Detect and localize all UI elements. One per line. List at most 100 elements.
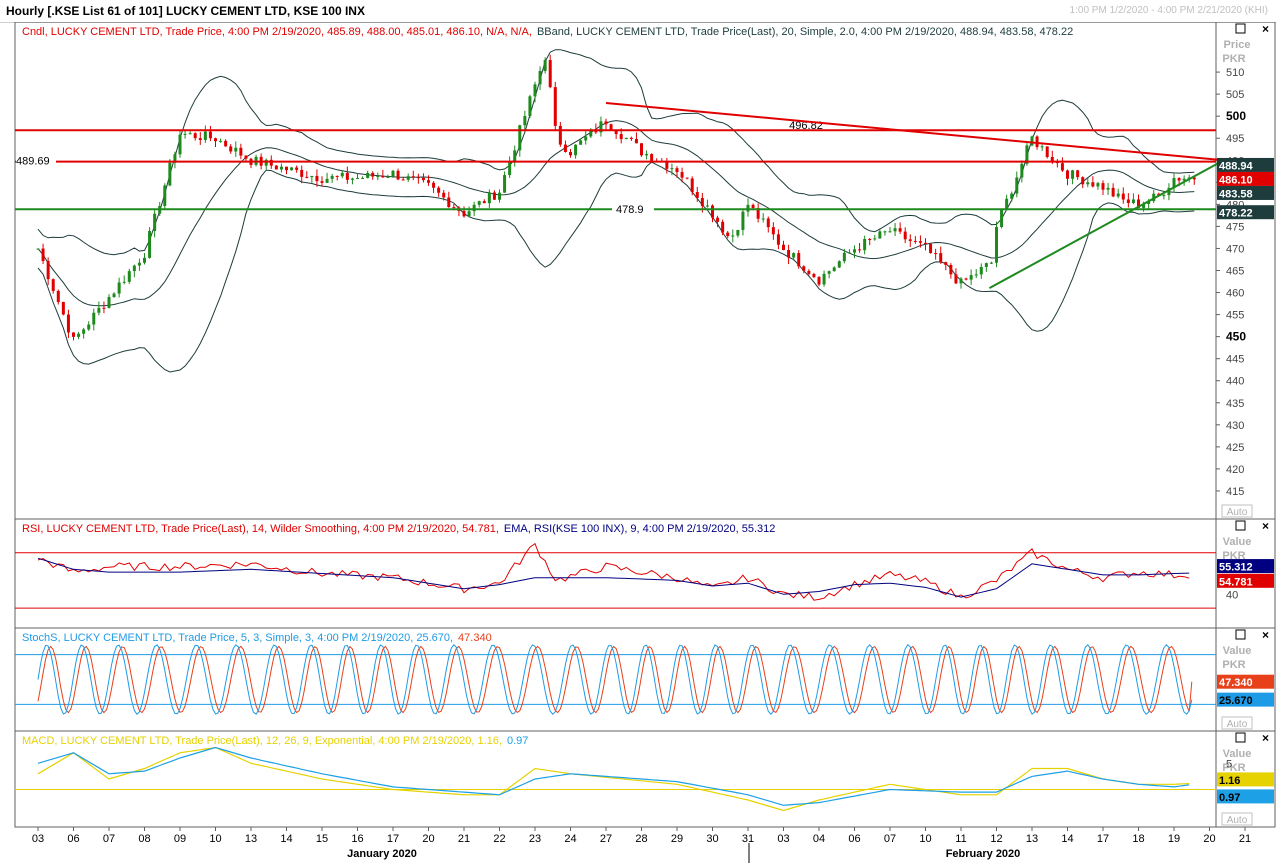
candle-body	[776, 234, 780, 245]
level-label-bg	[16, 152, 56, 166]
y-tick-label: 495	[1226, 133, 1244, 145]
candle-body	[432, 182, 436, 188]
close-pane-icon[interactable]: ×	[1262, 731, 1269, 745]
candle-body	[198, 138, 202, 140]
candle-body	[482, 201, 486, 204]
rsi-value-label-text: 54.781	[1219, 576, 1253, 588]
candle-body	[1086, 182, 1090, 185]
y-tick-label: 415	[1226, 486, 1244, 498]
auto-scale-button[interactable]	[1221, 504, 1253, 518]
candle-body	[1015, 177, 1019, 194]
stoch-k-value-label	[1217, 692, 1274, 707]
window-title: Hourly [.KSE List 61 of 101] LUCKY CEMEN…	[6, 4, 365, 18]
legend-text: Cndl, LUCKY CEMENT LTD, Trade Price, 4:0…	[22, 26, 532, 38]
x-tick-label: 08	[138, 833, 150, 845]
close-pane-icon[interactable]: ×	[1262, 22, 1269, 36]
x-tick-label: 19	[1168, 833, 1180, 845]
candle-body	[1010, 193, 1014, 199]
candle-body	[234, 147, 238, 152]
close-pane-icon[interactable]: ×	[1262, 628, 1269, 642]
auto-scale-button[interactable]	[1221, 716, 1253, 730]
candle-body	[761, 218, 765, 220]
candle-body	[574, 144, 578, 156]
candle-body	[371, 172, 375, 177]
candle-body	[1137, 199, 1140, 208]
candle-body	[863, 239, 867, 251]
candle-body	[670, 168, 674, 170]
candle-body	[361, 177, 365, 179]
candle-body	[1040, 146, 1044, 148]
candle-body	[853, 249, 856, 253]
candle-body	[143, 257, 146, 263]
x-tick-label: 12	[990, 833, 1002, 845]
candle-body	[208, 131, 212, 139]
y-tick-label: 425	[1226, 442, 1244, 454]
candle-body	[1157, 193, 1161, 196]
candle-body	[645, 154, 649, 156]
legend-text: BBand, LUCKY CEMENT LTD, Trade Price(Las…	[537, 26, 1073, 38]
candle-body	[51, 279, 55, 291]
candle-body	[421, 177, 425, 181]
bollinger-upper-band	[37, 49, 1195, 256]
axis-unit-label: Price	[1224, 39, 1251, 51]
restore-pane-icon[interactable]	[1235, 629, 1246, 640]
candle-body	[1020, 163, 1024, 178]
x-tick-label: 06	[848, 833, 860, 845]
candle-body	[873, 238, 877, 240]
restore-pane-icon[interactable]	[1235, 23, 1246, 34]
candle-body	[1050, 156, 1054, 162]
x-tick-label: 22	[493, 833, 505, 845]
candle-body	[61, 301, 65, 315]
candle-body	[827, 271, 831, 274]
candle-body	[609, 124, 613, 131]
candle-body	[132, 265, 136, 272]
candle-body	[1096, 183, 1100, 187]
candle-body	[513, 150, 517, 162]
y-tick-label: 460	[1226, 288, 1244, 300]
candle-body	[918, 241, 922, 243]
candle-body	[553, 87, 557, 126]
x-tick-label: 15	[316, 833, 328, 845]
candle-body	[442, 192, 446, 198]
candle-body	[837, 261, 841, 268]
candle-body	[310, 175, 314, 178]
candle-body	[1126, 199, 1130, 203]
candle-body	[462, 210, 466, 217]
chart-area[interactable]: × × × × Cndl, LUCKY CEMENT LTD, Trade Price,…	[0, 22, 1276, 863]
candle-body	[771, 227, 775, 235]
candle-body	[929, 243, 933, 253]
macd-line	[37, 746, 1190, 812]
candle-body	[239, 147, 243, 156]
candle-body	[305, 176, 309, 178]
axis-unit-label: PKR	[1222, 550, 1245, 562]
macd-signal-line	[37, 746, 1190, 806]
x-tick-label: 20	[422, 833, 434, 845]
candle-body	[137, 262, 141, 266]
candle-body	[731, 235, 735, 237]
candle-body	[1081, 177, 1085, 185]
candle-body	[741, 211, 745, 230]
month-label: February 2020	[946, 848, 1021, 860]
restore-pane-icon[interactable]	[1235, 732, 1246, 743]
candle-body	[274, 165, 278, 170]
restore-pane-icon[interactable]	[1235, 520, 1246, 531]
candle-body	[898, 228, 902, 232]
bb-middle-price-label	[1217, 185, 1274, 200]
candle-body	[949, 264, 953, 275]
auto-scale-label: Auto	[1227, 815, 1248, 826]
close-pane-icon[interactable]: ×	[1262, 519, 1269, 533]
candle-body	[401, 179, 405, 181]
candle-body	[396, 170, 400, 180]
candle-body	[315, 175, 319, 182]
y-tick-label: 510	[1226, 67, 1244, 79]
candle-body	[153, 213, 157, 232]
x-tick-label: 17	[1097, 833, 1109, 845]
candle-body	[487, 192, 491, 204]
x-tick-label: 10	[919, 833, 931, 845]
candle-body	[558, 125, 562, 145]
auto-scale-button[interactable]	[1221, 812, 1253, 826]
candle-body	[690, 178, 694, 192]
candle-body	[619, 134, 623, 140]
candle-body	[168, 162, 172, 186]
candle-body	[1192, 177, 1196, 180]
